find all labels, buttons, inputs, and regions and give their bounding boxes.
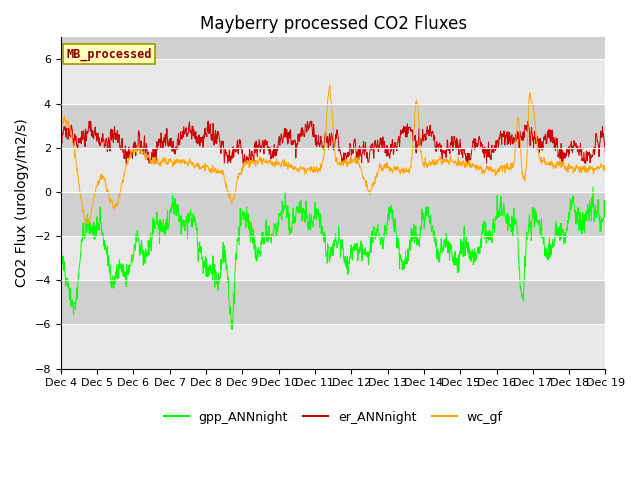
- Text: MB_processed: MB_processed: [66, 47, 152, 60]
- gpp_ANNnight: [589, 184, 596, 190]
- Line: er_ANNnight: er_ANNnight: [61, 121, 605, 163]
- Line: wc_gf: wc_gf: [61, 85, 605, 224]
- er_ANNnight: [166, 136, 173, 142]
- Line: gpp_ANNnight: gpp_ANNnight: [61, 187, 605, 329]
- gpp_ANNnight: [178, 220, 186, 226]
- er_ANNnight: [179, 128, 186, 134]
- wc_gf: [602, 164, 609, 170]
- er_ANNnight: [240, 157, 248, 163]
- er_ANNnight: [490, 147, 497, 153]
- gpp_ANNnight: [165, 225, 173, 231]
- er_ANNnight: [122, 160, 130, 166]
- Bar: [61, 60, 605, 104]
- Bar: [61, 236, 605, 280]
- gpp_ANNnight: [228, 326, 236, 332]
- gpp_ANNnight: [537, 224, 545, 230]
- wc_gf: [83, 221, 91, 227]
- Y-axis label: CO2 Flux (urology/m2/s): CO2 Flux (urology/m2/s): [15, 119, 29, 288]
- wc_gf: [490, 168, 497, 173]
- wc_gf: [239, 161, 247, 167]
- gpp_ANNnight: [489, 222, 497, 228]
- er_ANNnight: [538, 145, 545, 151]
- er_ANNnight: [419, 136, 426, 142]
- Bar: [61, 148, 605, 192]
- gpp_ANNnight: [418, 206, 426, 212]
- Legend: gpp_ANNnight, er_ANNnight, wc_gf: gpp_ANNnight, er_ANNnight, wc_gf: [159, 406, 508, 429]
- Bar: [61, 324, 605, 369]
- gpp_ANNnight: [602, 215, 609, 220]
- er_ANNnight: [602, 153, 609, 159]
- wc_gf: [419, 157, 426, 163]
- wc_gf: [538, 161, 545, 167]
- er_ANNnight: [57, 141, 65, 147]
- wc_gf: [179, 160, 186, 166]
- gpp_ANNnight: [239, 214, 247, 219]
- wc_gf: [326, 83, 333, 88]
- er_ANNnight: [85, 119, 93, 124]
- wc_gf: [57, 118, 65, 124]
- gpp_ANNnight: [57, 239, 65, 244]
- Title: Mayberry processed CO2 Fluxes: Mayberry processed CO2 Fluxes: [200, 15, 467, 33]
- wc_gf: [165, 158, 173, 164]
